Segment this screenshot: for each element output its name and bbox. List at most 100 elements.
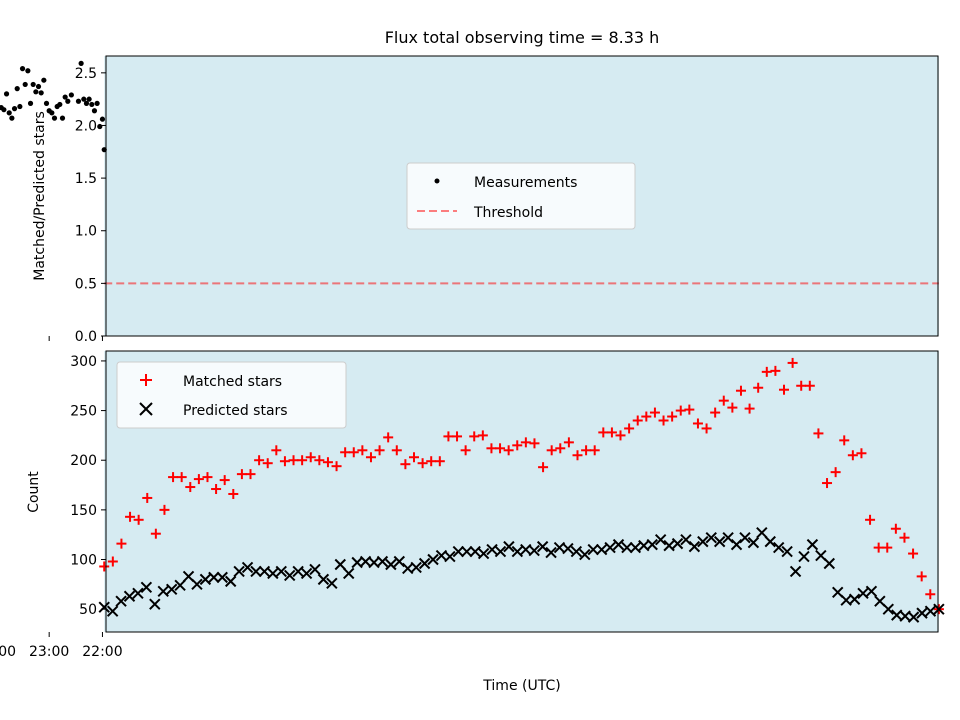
matched-star-point <box>710 407 721 418</box>
y-tick-label: 1.0 <box>75 224 97 240</box>
legend-measurements-label: Measurements <box>474 175 577 191</box>
predicted-star-point <box>165 583 178 596</box>
predicted-star-point <box>587 543 599 556</box>
measurement-point <box>83 100 90 106</box>
predicted-star-point <box>233 565 245 578</box>
predicted-star-point <box>477 547 490 560</box>
measurement-point <box>97 123 103 130</box>
predicted-star-point <box>115 595 127 607</box>
matched-stars-points <box>99 357 944 615</box>
matched-star-point <box>133 514 144 525</box>
matched-star-point <box>632 415 643 426</box>
matched-star-point <box>649 407 660 418</box>
matched-star-point <box>211 484 222 495</box>
predicted-star-point <box>149 598 161 610</box>
measurement-point <box>41 77 47 83</box>
matched-star-point <box>804 380 815 391</box>
predicted-star-point <box>469 545 481 558</box>
predicted-star-point <box>444 550 456 563</box>
predicted-star-point <box>250 565 262 578</box>
predicted-star-point <box>663 539 675 552</box>
predicted-star-point <box>267 567 279 580</box>
predicted-star-point <box>570 545 583 558</box>
predicted-star-point <box>224 575 237 588</box>
predicted-star-point <box>157 585 169 597</box>
measurement-point <box>59 115 66 121</box>
measurement-point <box>86 96 92 102</box>
matched-star-point <box>391 445 402 456</box>
matched-star-point <box>503 445 514 456</box>
measurement-point <box>33 89 39 95</box>
matched-star-point <box>779 384 790 395</box>
matched-star-point <box>99 561 110 572</box>
matched-star-point <box>348 447 359 458</box>
predicted-star-point <box>697 535 709 548</box>
figure-title: Flux total observing time = 8.33 h <box>385 28 660 47</box>
predicted-star-point <box>334 558 346 571</box>
matched-star-point <box>890 523 901 534</box>
matched-star-point <box>727 402 738 413</box>
matched-star-point <box>589 445 600 456</box>
predicted-star-point <box>208 571 220 584</box>
predicted-star-point <box>747 536 760 549</box>
matched-star-point <box>168 472 179 483</box>
matched-star-point <box>555 443 566 454</box>
predicted-star-point <box>781 545 793 558</box>
matched-star-point <box>219 475 230 486</box>
predicted-star-point <box>933 603 945 615</box>
predicted-star-point <box>857 587 869 599</box>
matched-star-point <box>142 492 153 503</box>
y-tick-label: 200 <box>70 453 97 469</box>
matched-star-point <box>434 456 445 467</box>
measurement-point <box>91 108 98 114</box>
matched-star-point <box>365 452 376 463</box>
measurement-point <box>62 94 68 100</box>
predicted-star-point <box>503 540 515 553</box>
matched-star-point <box>813 428 824 439</box>
measurement-point <box>51 115 58 121</box>
matched-star-point <box>495 443 506 454</box>
matched-star-point <box>529 438 540 449</box>
matched-star-point <box>159 504 170 515</box>
matched-star-point <box>701 423 712 434</box>
matched-star-point <box>357 445 368 456</box>
predicted-star-point <box>882 603 895 615</box>
matched-star-point <box>520 437 531 448</box>
measurement-point <box>11 106 18 112</box>
measurement-point <box>38 90 44 96</box>
matched-star-point <box>735 385 746 396</box>
predicted-star-point <box>385 558 397 571</box>
measurement-points <box>0 60 107 153</box>
matched-star-point <box>477 430 488 441</box>
legend-matched-marker <box>140 374 152 386</box>
bottom-x-ticks: 22:0023:0000:0001:0002:0003:0004:0005:00… <box>0 632 123 660</box>
matched-star-point <box>658 415 669 426</box>
predicted-star-point <box>427 553 439 566</box>
matched-star-point <box>331 461 342 472</box>
matched-star-point <box>254 455 265 466</box>
predicted-star-point <box>798 550 810 563</box>
matched-star-point <box>417 458 428 469</box>
measurement-point <box>22 81 28 88</box>
x-tick-label: 00:00 <box>0 644 16 660</box>
matched-star-point <box>667 411 678 422</box>
predicted-star-point <box>562 542 574 555</box>
x-axis-label: Time (UTC) <box>482 678 560 694</box>
matched-star-point <box>615 430 626 441</box>
measurement-point <box>19 66 26 72</box>
measurement-point <box>99 116 106 122</box>
matched-star-point <box>770 365 781 376</box>
predicted-star-point <box>418 557 431 570</box>
matched-star-point <box>279 456 290 467</box>
matched-star-point <box>383 432 394 443</box>
predicted-star-point <box>621 541 633 554</box>
top-y-ticks: 0.0 0.5 1.0 1.5 2.0 2.5 <box>75 66 106 345</box>
predicted-star-point <box>106 605 119 617</box>
predicted-star-point <box>865 585 878 597</box>
predicted-star-point <box>461 545 473 558</box>
predicted-star-point <box>654 533 667 546</box>
matched-star-point <box>787 357 798 368</box>
matched-star-point <box>262 458 273 469</box>
matched-star-point <box>839 435 850 446</box>
matched-star-point <box>512 440 523 451</box>
